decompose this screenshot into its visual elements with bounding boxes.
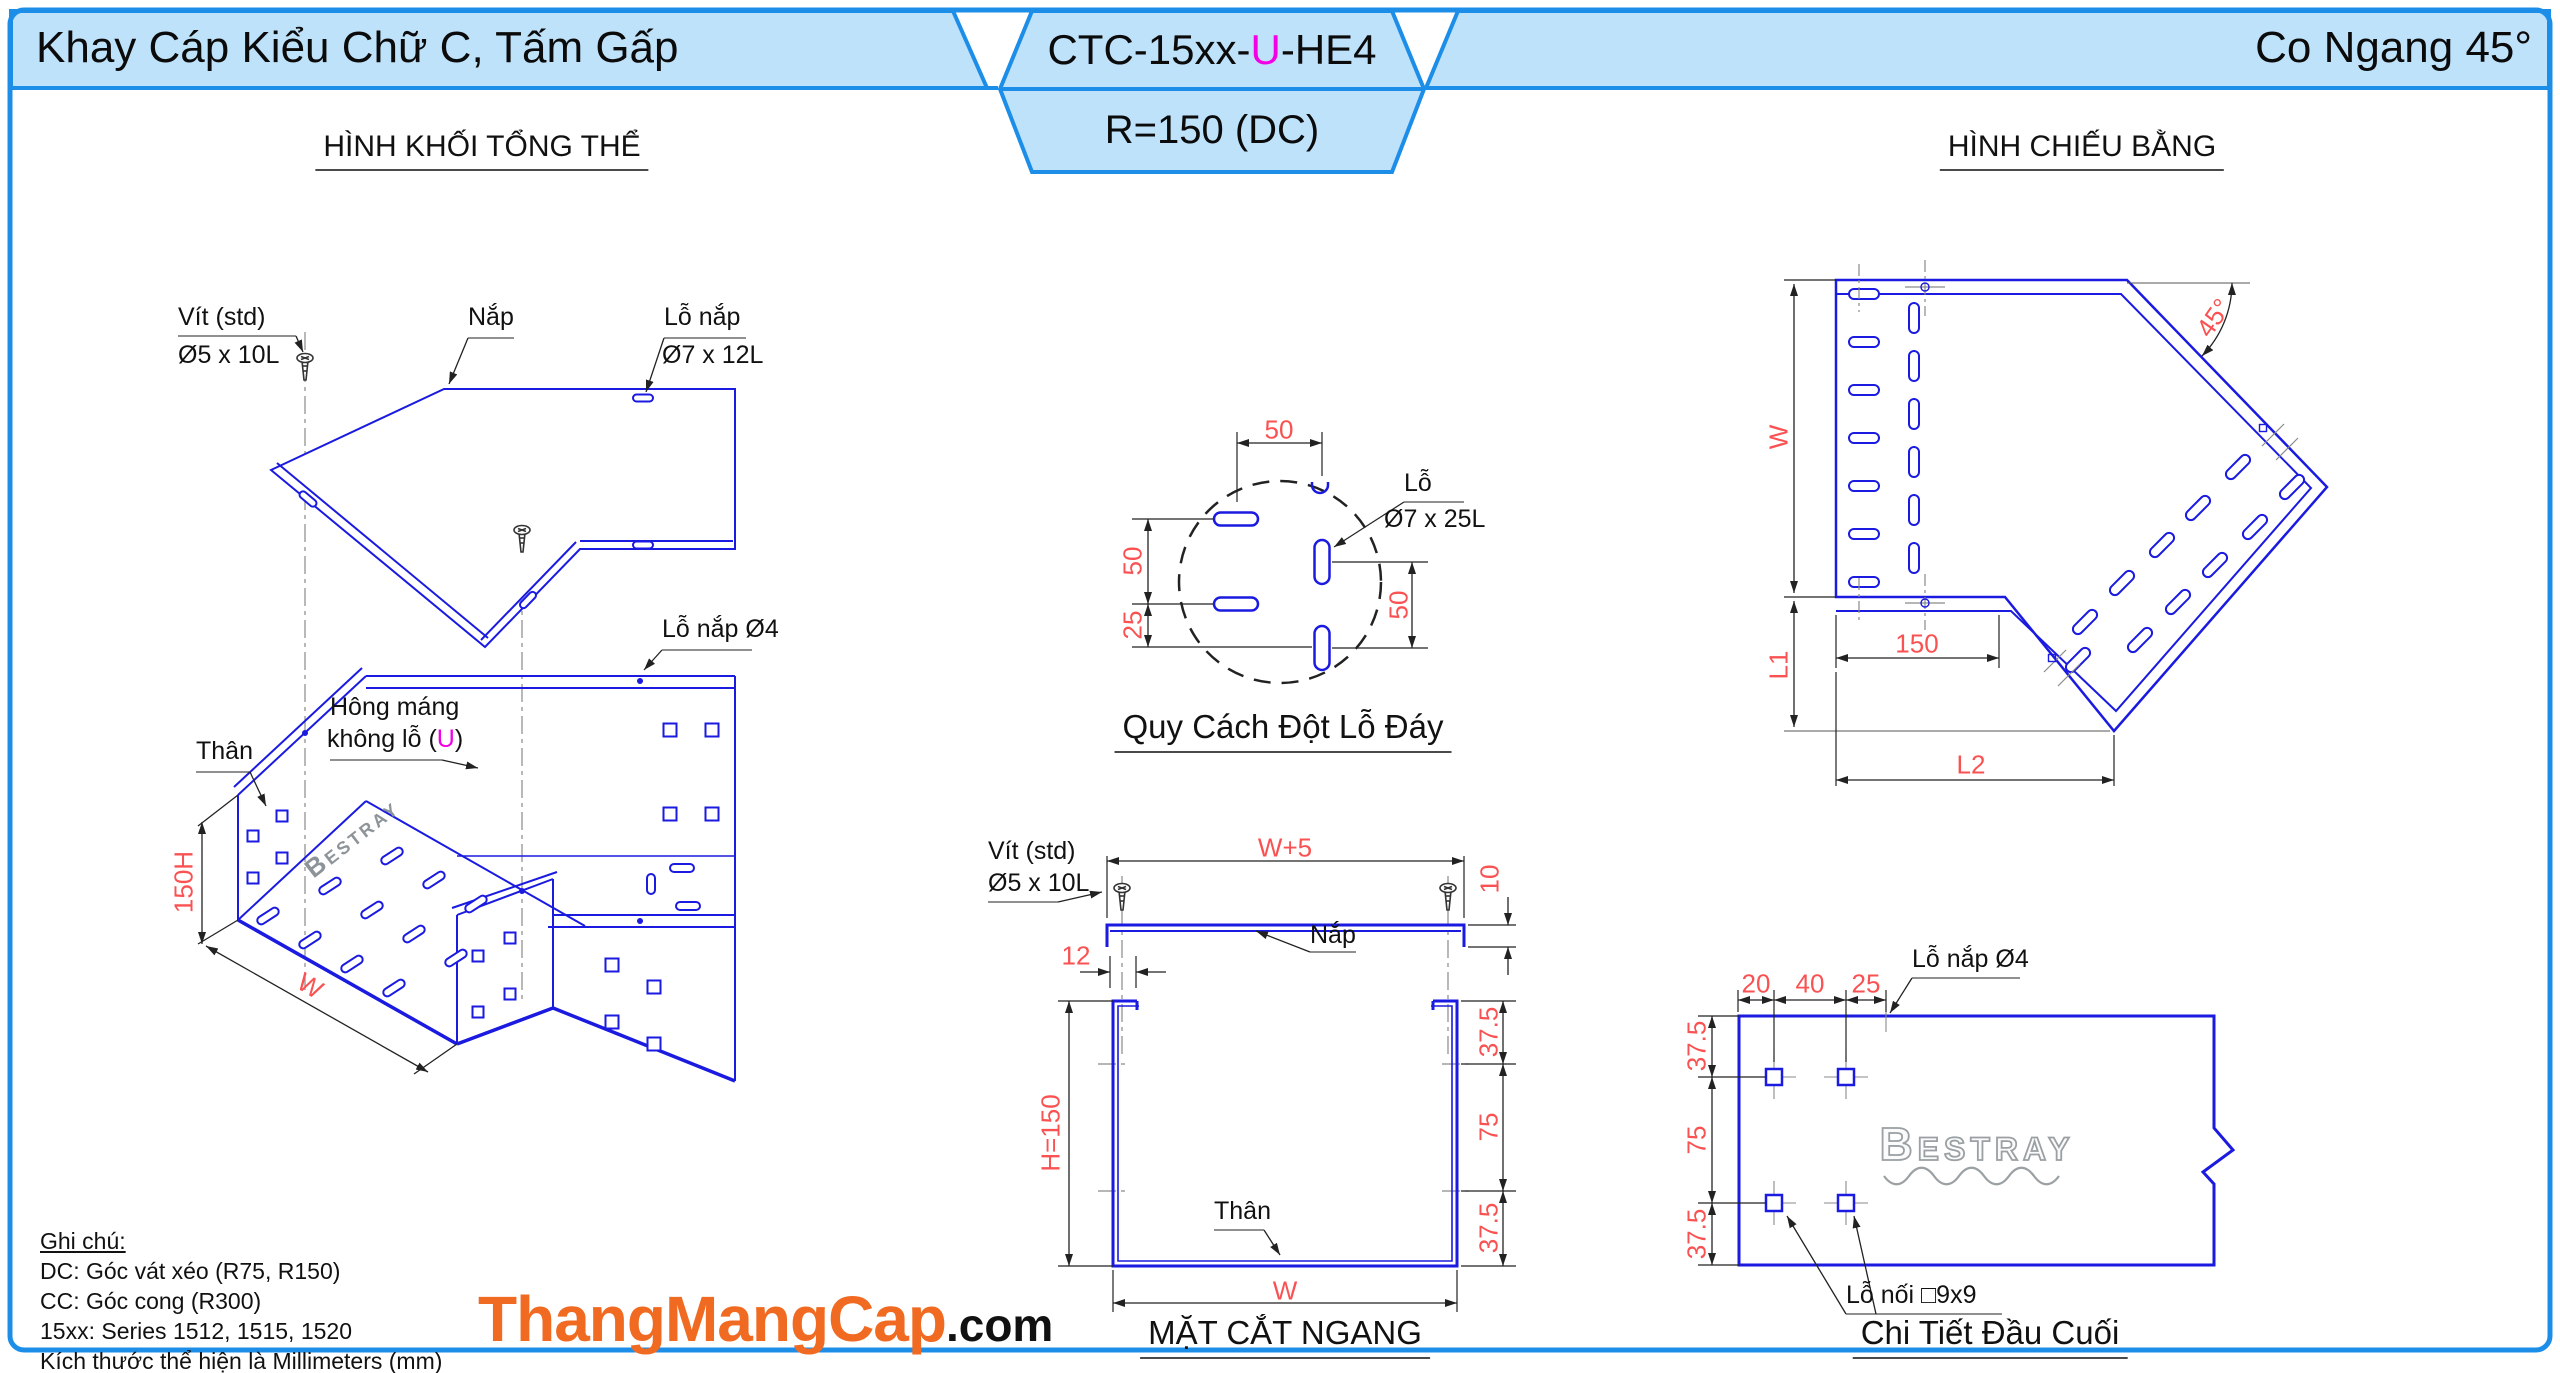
cross-cover-label: Nắp (1310, 921, 1356, 949)
note-series: 15xx: Series 1512, 1515, 1520 (40, 1318, 353, 1344)
site-logo: ThangMangCap.com (478, 1282, 1053, 1356)
punch-dim-right: 50 (1383, 590, 1414, 620)
end-joint-hole-label: Lỗ nối □9x9 (1846, 1281, 1977, 1309)
iso-body-label: Thân (196, 737, 253, 765)
punch-detail-title: Quy Cách Đột Lỗ Đáy (1114, 708, 1452, 753)
end-detail-title: Chi Tiết Đầu Cuối (1852, 1314, 2128, 1359)
plan-view-drawing (1784, 260, 2329, 786)
cross-dim-75: 75 (1473, 1112, 1504, 1142)
iso-cover-label: Nắp (468, 303, 514, 331)
cross-dim-12: 12 (1061, 940, 1091, 971)
page-frame (7, 7, 2553, 1353)
iso-side-label-line1: Hông máng (330, 693, 460, 721)
cross-dim-375a: 37.5 (1473, 1006, 1504, 1058)
end-dim-75: 75 (1681, 1125, 1712, 1155)
sheet-title-right: Co Ngang 45° (2255, 23, 2532, 72)
cross-section-drawing (988, 856, 1516, 1312)
cross-dim-h: H=150 (1035, 1094, 1066, 1172)
punch-hole-label-line2: Ø7 x 25L (1384, 505, 1486, 533)
cross-screw-label-line1: Vít (std) (988, 837, 1076, 865)
end-brand-logo: Bestray (1879, 1117, 2075, 1171)
punch-detail-drawing (1132, 432, 1464, 685)
iso-view-drawing (178, 332, 752, 1083)
iso-height-dim: 150H (168, 850, 199, 914)
punch-dim-top: 50 (1264, 414, 1294, 445)
model-code-pre: CTC-15xx- (1047, 26, 1251, 73)
punch-dim-left-a: 50 (1117, 546, 1148, 576)
note-units: Kích thước thể hiện là Millimeters (mm) (40, 1348, 443, 1373)
end-dim-40: 40 (1795, 968, 1825, 999)
plan-dim-l1: L1 (1763, 650, 1794, 680)
plan-dim-l2: L2 (1956, 749, 1986, 780)
plan-view-title: HÌNH CHIẾU BẰNG (1939, 130, 2225, 171)
cross-section-title: MẶT CẮT NGANG (1140, 1314, 1430, 1359)
iso-screw-label-line1: Vít (std) (178, 303, 266, 331)
punch-dim-left-b: 25 (1117, 610, 1148, 640)
end-cover-hole-label: Lỗ nắp Ø4 (1912, 945, 2029, 973)
cross-dim-375b: 37.5 (1473, 1202, 1504, 1254)
iso-cover-hole-label-line2: Ø7 x 12L (662, 341, 764, 369)
sheet-title-left: Khay Cáp Kiểu Chữ C, Tấm Gấp (36, 23, 679, 72)
model-code: CTC-15xx-U-HE4 (1047, 26, 1376, 74)
site-logo-suffix: .com (945, 1299, 1054, 1351)
iso-cover-hole4-label: Lỗ nắp Ø4 (662, 615, 779, 643)
iso-view-title: HÌNH KHỐI TỔNG THỂ (315, 130, 649, 171)
end-dim-375a: 37.5 (1681, 1020, 1712, 1072)
punch-hole-label-line1: Lỗ (1404, 469, 1432, 497)
cross-body-label: Thân (1214, 1197, 1271, 1225)
iso-side-label-pre: không lỗ ( (327, 725, 437, 753)
plan-dim-150: 150 (1895, 628, 1939, 659)
model-code-variant: U (1250, 26, 1281, 73)
iso-cover-hole-label-line1: Lỗ nắp (664, 303, 741, 331)
end-dim-20: 20 (1741, 968, 1771, 999)
end-dim-25: 25 (1851, 968, 1881, 999)
site-logo-brand: ThangMangCap (478, 1283, 947, 1355)
end-detail-drawing (1698, 977, 2236, 1315)
model-code-post: -HE4 (1280, 26, 1377, 73)
iso-side-label-variant: U (436, 725, 455, 753)
note-dc: DC: Góc vát xéo (R75, R150) (40, 1258, 341, 1284)
note-cc: CC: Góc cong (R300) (40, 1288, 262, 1314)
iso-side-label-post: ) (454, 725, 464, 753)
cross-dim-10: 10 (1474, 864, 1505, 894)
iso-screw-label-line2: Ø5 x 10L (178, 341, 280, 369)
iso-side-label-line2: không lỗ (U) (327, 725, 464, 754)
plan-dim-w: W (1763, 424, 1794, 450)
cross-dim-w: W (1272, 1275, 1298, 1306)
cross-screw-label-line2: Ø5 x 10L (988, 869, 1090, 897)
notes-title: Ghi chú: (40, 1228, 126, 1254)
cross-dim-w5: W+5 (1257, 832, 1313, 863)
radius-note: R=150 (DC) (1104, 108, 1320, 152)
end-dim-375b: 37.5 (1681, 1208, 1712, 1260)
